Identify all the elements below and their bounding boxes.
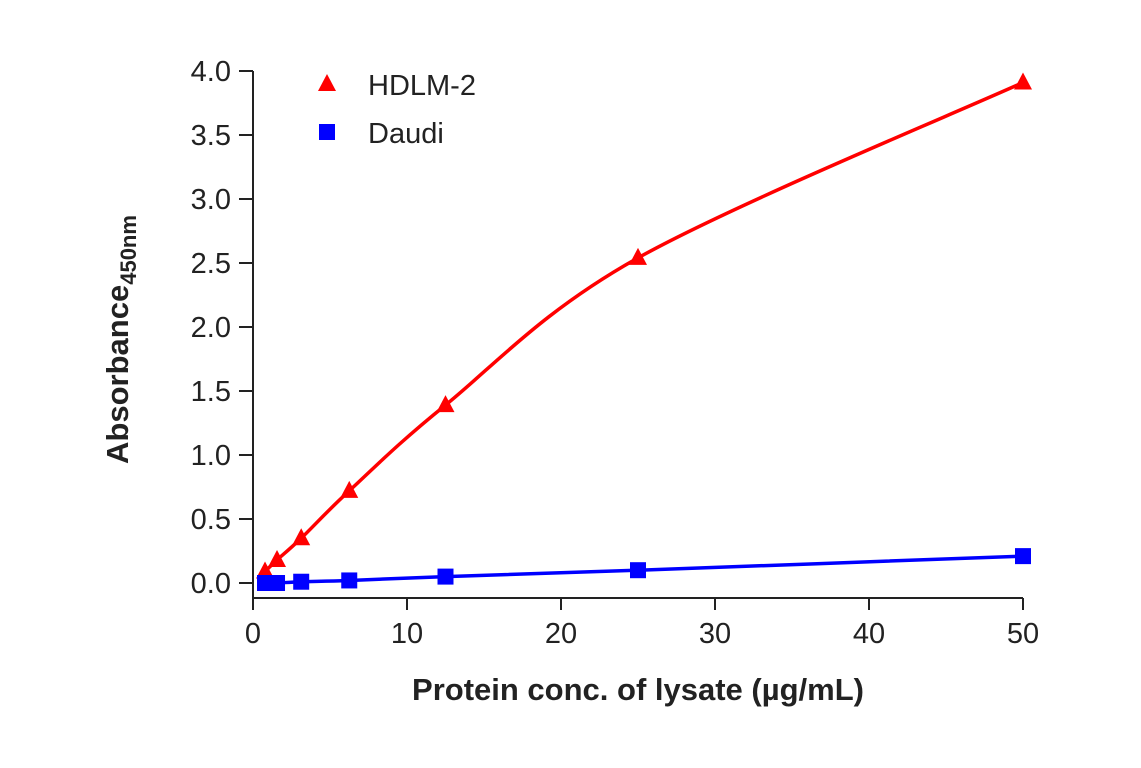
y-tick-label: 1.5 [191, 376, 231, 408]
series-line [263, 80, 1024, 573]
series-daudi [257, 548, 1031, 591]
data-point [340, 480, 359, 498]
y-tick-label: 4.0 [191, 56, 231, 88]
y-tick-label: 2.0 [191, 312, 231, 344]
y-tick-label: 3.0 [191, 184, 231, 216]
y-axis-title: Absorbance450nm [100, 215, 141, 464]
series-hdlm-2 [256, 72, 1032, 579]
data-point [629, 247, 647, 265]
x-tick-label: 10 [391, 618, 423, 650]
data-point [268, 549, 287, 567]
data-point [293, 573, 310, 590]
legend-label: Daudi [368, 118, 444, 150]
x-tick-label: 40 [853, 618, 885, 650]
data-point [341, 572, 358, 589]
x-tick-label: 0 [245, 618, 261, 650]
legend: HDLM-2 Daudi [318, 70, 476, 150]
x-tick-label: 20 [545, 618, 577, 650]
legend-label: HDLM-2 [368, 70, 476, 102]
data-point [436, 395, 455, 413]
y-axis-title-subscript: 450nm [116, 215, 141, 285]
data-point [256, 561, 275, 579]
legend-marker [319, 124, 335, 140]
x-tick-label: 30 [699, 618, 731, 650]
series-layer [256, 72, 1032, 591]
data-point [292, 528, 311, 546]
y-axis-title-main: Absorbance [100, 285, 135, 464]
data-point [1014, 72, 1032, 90]
y-tick-label: 3.5 [191, 120, 231, 152]
axes: 0.0 0.5 1.0 1.5 2.0 2.5 3.0 3.5 4.0 0 10 20 30 40 50 [191, 56, 1039, 650]
data-point [1015, 548, 1031, 565]
x-axis-title: Protein conc. of lysate (µg/mL) [412, 672, 864, 707]
data-point [630, 562, 646, 579]
y-tick-label: 1.0 [191, 440, 231, 472]
data-point [257, 575, 274, 591]
data-point [269, 575, 286, 591]
y-tick-label: 0.0 [191, 568, 231, 600]
y-tick-label: 2.5 [191, 248, 231, 280]
y-tick-label: 0.5 [191, 504, 231, 536]
legend-marker [318, 74, 336, 91]
data-point [437, 568, 454, 585]
x-tick-label: 50 [1007, 618, 1039, 650]
